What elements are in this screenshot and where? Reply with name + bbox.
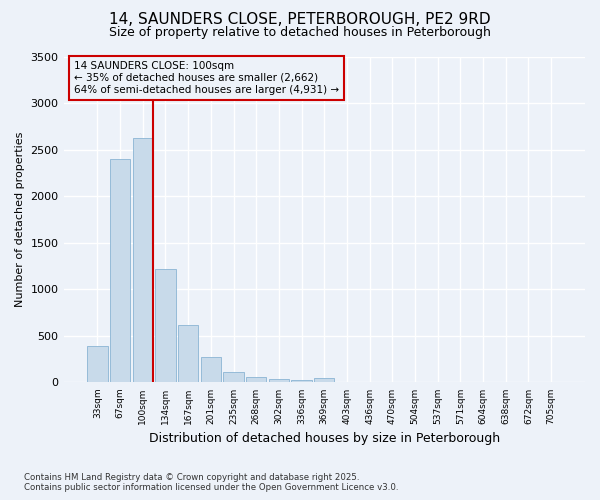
- Bar: [87, 346, 107, 383]
- Text: 14 SAUNDERS CLOSE: 100sqm
← 35% of detached houses are smaller (2,662)
64% of se: 14 SAUNDERS CLOSE: 100sqm ← 35% of detac…: [74, 62, 339, 94]
- Bar: [200, 358, 221, 382]
- Bar: [314, 378, 334, 382]
- Bar: [178, 324, 199, 382]
- Y-axis label: Number of detached properties: Number of detached properties: [15, 132, 25, 307]
- Bar: [155, 269, 176, 382]
- Bar: [246, 377, 266, 382]
- Bar: [133, 138, 153, 382]
- Text: 14, SAUNDERS CLOSE, PETERBOROUGH, PE2 9RD: 14, SAUNDERS CLOSE, PETERBOROUGH, PE2 9R…: [109, 12, 491, 28]
- Bar: [292, 380, 312, 382]
- Bar: [223, 372, 244, 382]
- Text: Size of property relative to detached houses in Peterborough: Size of property relative to detached ho…: [109, 26, 491, 39]
- Bar: [269, 378, 289, 382]
- Text: Contains HM Land Registry data © Crown copyright and database right 2025.
Contai: Contains HM Land Registry data © Crown c…: [24, 473, 398, 492]
- X-axis label: Distribution of detached houses by size in Peterborough: Distribution of detached houses by size …: [149, 432, 500, 445]
- Bar: [110, 159, 130, 382]
